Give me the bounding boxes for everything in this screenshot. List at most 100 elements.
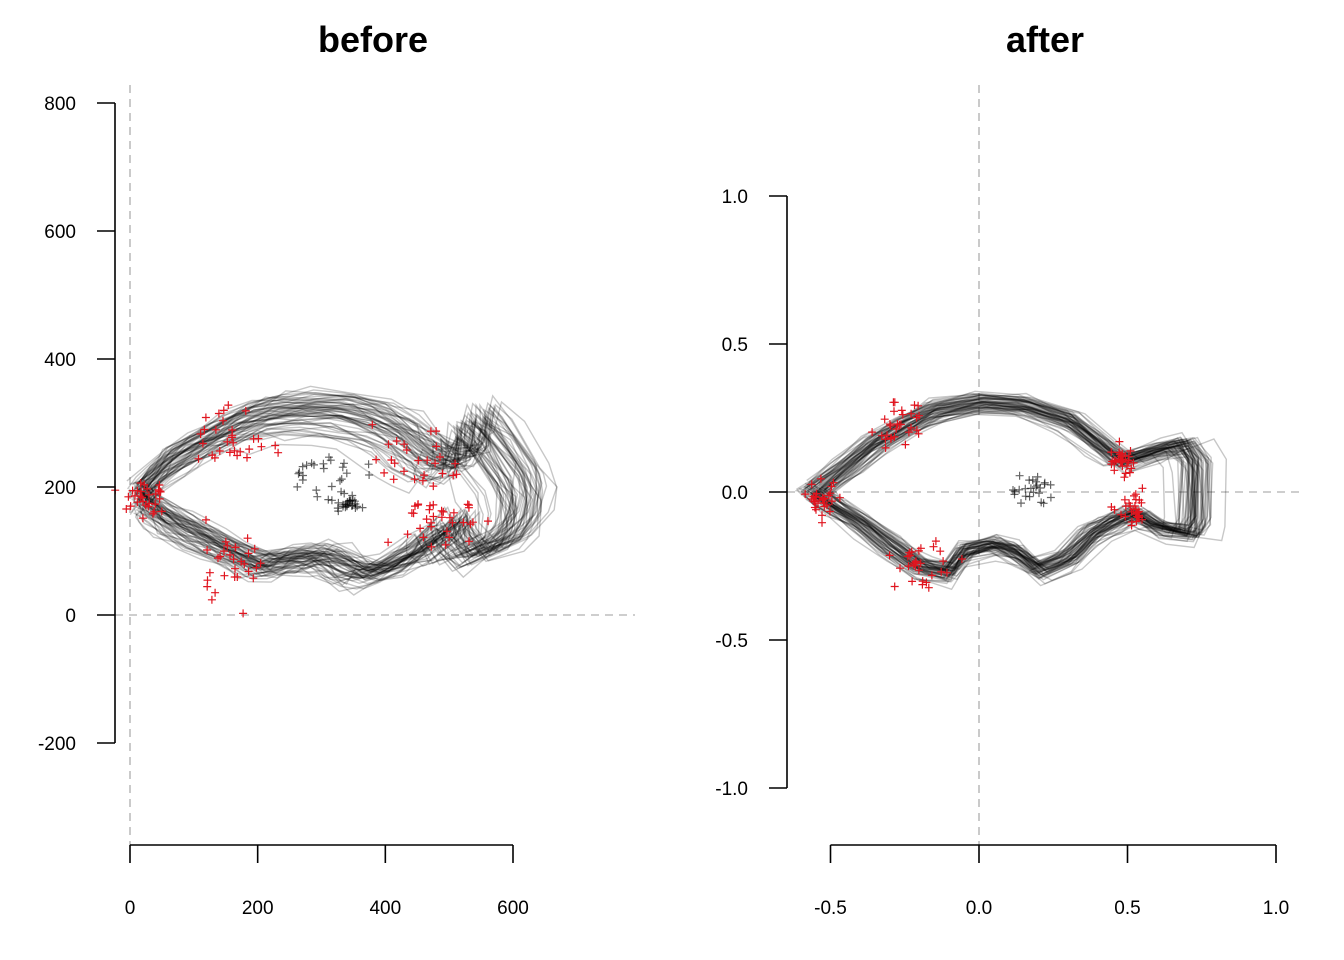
y-tick-label: 600 [44, 222, 76, 243]
outline-line [805, 396, 1211, 577]
landmark-marker-black [1009, 486, 1017, 494]
outline-line [815, 406, 1207, 583]
landmark-marker-black [327, 482, 336, 491]
landmark-marker-red [1126, 502, 1135, 510]
landmark-marker-red [1121, 469, 1130, 478]
outline-line [144, 428, 509, 585]
outline-line [135, 414, 516, 578]
outline-line [135, 421, 512, 582]
outline-line [829, 401, 1189, 566]
landmark-marker-red [392, 437, 401, 445]
outline-line [142, 385, 542, 566]
panel-title-after: after [1006, 19, 1084, 60]
landmark-marker-red [201, 413, 210, 422]
outline-line [147, 414, 517, 581]
landmark-marker-red [881, 443, 890, 452]
landmark-marker-red [429, 482, 438, 491]
landmark-marker-red [914, 401, 923, 410]
landmark-marker-red [825, 507, 834, 516]
landmark-marker-black [348, 491, 357, 500]
landmark-marker-red [439, 507, 448, 516]
outline-line [816, 404, 1194, 576]
landmark-marker-red [233, 573, 242, 581]
outline-line [800, 398, 1209, 579]
outline-line [136, 430, 490, 582]
landmark-marker-red [818, 511, 826, 520]
landmark-marker-red [380, 468, 389, 477]
landmark-marker-red [912, 413, 921, 422]
landmark-marker-red [1120, 495, 1129, 504]
landmark-marker-red [224, 401, 233, 410]
outline-line [153, 400, 535, 566]
outline-line [131, 408, 513, 571]
landmark-marker-red [145, 499, 154, 508]
outline-line [138, 410, 526, 580]
landmark-marker-red [420, 471, 429, 480]
landmark-marker-red [400, 440, 409, 449]
landmark-marker-red [816, 474, 825, 483]
landmark-marker-red [937, 567, 946, 576]
landmark-marker-red [143, 484, 152, 493]
outline-line [814, 402, 1194, 573]
outline-line [138, 434, 480, 579]
outline-series-group [126, 385, 558, 596]
landmark-marker-black [1026, 484, 1035, 493]
y-tick-label: 0 [65, 606, 76, 627]
landmark-marker-red [138, 493, 147, 502]
landmark-marker-red [1129, 458, 1138, 467]
landmark-marker-red [1126, 447, 1135, 455]
outline-line [135, 407, 521, 579]
landmark-marker-red [907, 423, 915, 432]
landmark-marker-red [243, 534, 252, 543]
outline-line [130, 406, 528, 570]
outline-line [137, 395, 538, 575]
outline-line [823, 409, 1197, 581]
landmark-marker-red [402, 446, 411, 454]
landmark-marker-black [343, 498, 352, 506]
outline-line [805, 410, 1199, 582]
outline-line [141, 405, 542, 580]
landmark-marker-red [916, 559, 925, 568]
landmark-marker-red [390, 459, 399, 468]
outline-line [127, 401, 528, 582]
landmark-marker-black [1025, 492, 1034, 501]
landmark-marker-red [820, 502, 829, 511]
landmark-marker-red [128, 486, 137, 495]
landmark-marker-red [243, 453, 251, 462]
landmark-marker-red [818, 496, 827, 505]
landmark-marker-red [241, 406, 250, 415]
outline-line [133, 393, 544, 574]
landmark-marker-red [410, 475, 419, 484]
outline-line [806, 394, 1203, 574]
landmark-marker-red [898, 410, 907, 419]
landmark-marker-red [149, 509, 157, 518]
outline-line [127, 412, 514, 577]
landmark-marker-red [868, 428, 877, 437]
landmark-marker-black [327, 496, 336, 505]
outline-line [136, 408, 514, 570]
outline-line [802, 394, 1214, 581]
landmark-marker-red [137, 487, 146, 496]
outline-line [134, 395, 548, 578]
outline-line [800, 400, 1204, 580]
outline-line [143, 426, 507, 590]
landmark-marker-red [908, 577, 917, 586]
landmark-marker-red [154, 485, 163, 494]
outline-line [138, 405, 528, 578]
outline-line [798, 395, 1200, 575]
outline-line [800, 396, 1195, 570]
landmark-marker-red [249, 434, 258, 443]
landmark-marker-red [203, 546, 212, 554]
landmark-marker-red [443, 527, 451, 536]
landmark-marker-red [245, 445, 254, 454]
landmark-marker-red [229, 438, 238, 447]
outline-line [811, 401, 1209, 572]
landmark-marker-red [400, 467, 408, 476]
landmark-marker-red [200, 425, 209, 434]
outline-line [804, 390, 1197, 568]
landmark-marker-red [274, 448, 283, 457]
landmark-marker-red [223, 541, 232, 550]
landmark-marker-red [214, 409, 223, 418]
landmark-marker-black [1040, 480, 1049, 489]
landmark-marker-red [1121, 512, 1130, 521]
